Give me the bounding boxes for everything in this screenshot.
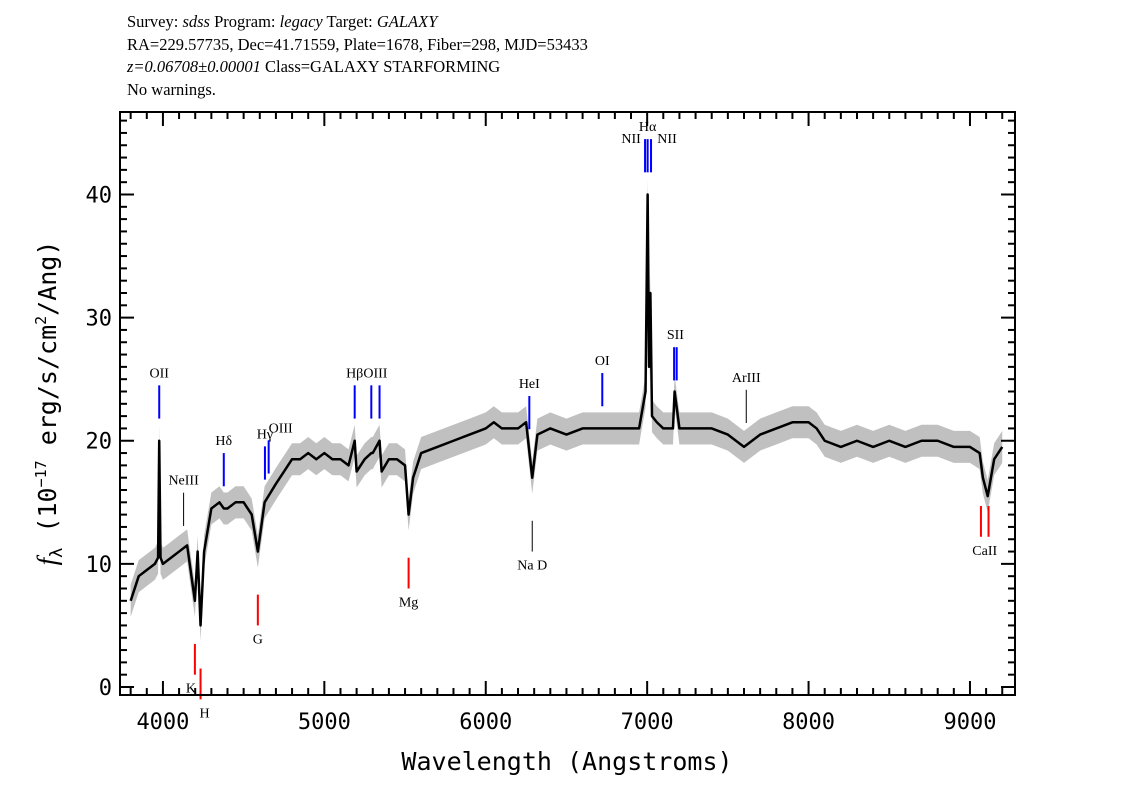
line-label: Mg [399, 595, 418, 610]
axes: 4000 5000 6000 7000 8000 9000 0 10 20 30 40 [86, 111, 1016, 735]
header-redshift-line: z=0.06708±0.00001 Class=GALAXY STARFORMI… [127, 56, 588, 79]
flux-line [129, 193, 1004, 627]
line-label: OI [595, 354, 610, 369]
line-label: CaII [972, 544, 997, 559]
survey-label: Survey: [127, 12, 179, 31]
x-tick-label: 7000 [621, 710, 674, 735]
y-title-f: f [32, 554, 62, 565]
line-label: G [253, 632, 263, 647]
line-label: OIII [269, 421, 293, 436]
line-label: NeIII [168, 474, 199, 489]
x-tick-label: 9000 [943, 710, 996, 735]
y-tick-label: 30 [86, 307, 113, 332]
y-tick-label: 10 [86, 553, 113, 578]
line-label: Hγ [257, 427, 273, 442]
y-axis-title: fλ (10−17 erg/s/cm2/Ang) [32, 241, 67, 566]
header-warnings-line: No warnings. [127, 79, 216, 99]
header-coords-line: RA=229.57735, Dec=41.71559, Plate=1678, … [127, 34, 588, 54]
spectrum-header: Survey: sdss Program: legacy Target: GAL… [127, 11, 588, 101]
line-label: HeI [519, 377, 540, 392]
line-label: K [186, 682, 196, 697]
y-title-exp2: 2 [32, 316, 50, 325]
flux-layer [129, 193, 1004, 627]
line-label: SII [667, 328, 684, 343]
target-value: GALAXY [376, 12, 438, 31]
line-label: Na D [517, 559, 547, 574]
y-title-post: /Ang) [33, 241, 62, 316]
y-tick-label: 0 [99, 676, 112, 701]
line-label: OII [150, 366, 170, 381]
error-band [130, 178, 1003, 642]
line-label: Hβ [346, 366, 363, 381]
survey-value: sdss [182, 12, 210, 31]
plot-frame [119, 111, 1016, 696]
x-tick-label: 5000 [298, 710, 351, 735]
x-tick-label: 6000 [459, 710, 512, 735]
y-title-exp1: −17 [32, 460, 50, 487]
redshift-value: z=0.06708±0.00001 [127, 57, 261, 76]
x-tick-label: 4000 [136, 710, 189, 735]
line-label: Hδ [215, 434, 232, 449]
x-tick-label: 8000 [782, 710, 835, 735]
program-value: legacy [279, 12, 323, 31]
line-label: NII [621, 132, 641, 147]
y-title-pre: (10 [33, 487, 62, 547]
y-title-sub: λ [47, 548, 67, 558]
y-title-mid: erg/s/cm [33, 325, 62, 460]
line-label: Hα [639, 120, 657, 135]
y-tick-label: 20 [86, 430, 113, 455]
header-survey-line: Survey: sdss Program: legacy Target: GAL… [127, 11, 588, 34]
line-label: OIII [363, 366, 387, 381]
target-label: Target: [326, 12, 373, 31]
program-label: Program: [214, 12, 276, 31]
class-value: Class=GALAXY STARFORMING [265, 57, 501, 76]
error-band-layer [130, 178, 1003, 642]
line-label: H [199, 706, 209, 721]
line-label: NII [657, 132, 677, 147]
x-axis-title: Wavelength (Angstroms) [401, 747, 732, 776]
line-label: ArIII [732, 371, 761, 386]
y-tick-label: 40 [86, 183, 113, 208]
